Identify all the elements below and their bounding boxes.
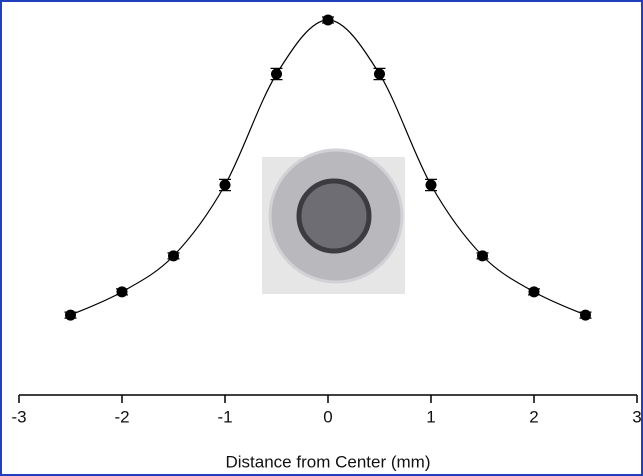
data-point (528, 286, 540, 298)
x-tick-label: 0 (323, 407, 332, 426)
data-point (477, 250, 488, 262)
data-point (116, 286, 128, 298)
photo-inner-disc (296, 178, 372, 254)
x-tick-label: 3 (632, 407, 641, 426)
data-point (65, 309, 76, 321)
x-tick-label: -1 (217, 407, 232, 426)
data-point (580, 309, 591, 321)
x-tick-label: -2 (114, 407, 129, 426)
data-point (168, 250, 179, 262)
inset-photo (262, 148, 405, 294)
x-tick-label: 1 (426, 407, 435, 426)
data-point (322, 14, 334, 26)
x-tick-label: 2 (529, 407, 538, 426)
x-axis-label: Distance from Center (mm) (226, 452, 431, 471)
data-point (219, 179, 231, 191)
x-tick-label: -3 (11, 407, 26, 426)
data-point (271, 68, 282, 80)
data-point (374, 68, 385, 80)
data-point (425, 179, 437, 191)
